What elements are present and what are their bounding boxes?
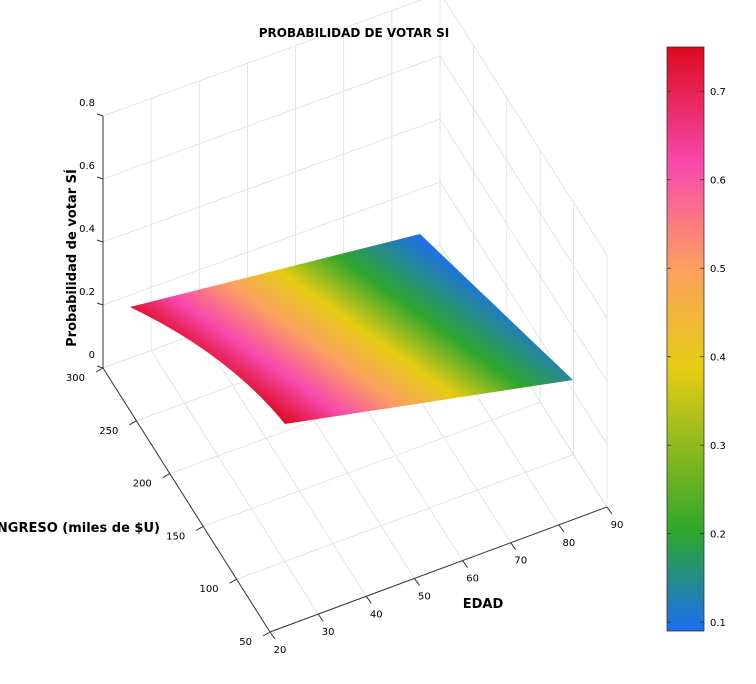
colorbar-scale: [666, 46, 705, 632]
x-axis-line: [269, 506, 608, 633]
y-tick-label: 50: [239, 637, 252, 648]
y-tick-mark: [195, 525, 204, 531]
z-tick-mark: [96, 365, 104, 369]
y-tick-mark: [262, 631, 271, 637]
z-tick-label: 0.6: [79, 161, 95, 172]
y-tick-mark: [95, 367, 104, 373]
x-tick-mark: [510, 542, 517, 551]
y-tick-label: 300: [66, 373, 85, 384]
wall-gridline-z: [443, 0, 608, 256]
x-tick-mark: [269, 631, 276, 640]
colorbar-tick-label: 0.7: [710, 87, 726, 98]
wall-gridline-z: [439, 118, 608, 382]
y-tick-mark: [229, 578, 237, 584]
x-tick-label: 60: [466, 574, 479, 585]
z-tick-label: 0.4: [79, 224, 95, 235]
wall-gridline-z: [102, 118, 441, 243]
y-axis-label: INGRESO (miles de $U): [0, 521, 160, 536]
x-tick-mark: [365, 595, 372, 604]
chart-title: PROBABILIDAD DE VOTAR SI: [259, 26, 449, 40]
x-tick-label: 70: [514, 556, 527, 567]
y-tick-mark: [162, 473, 171, 479]
colorbar-tick-label: 0.5: [710, 264, 726, 275]
floor-gridline-x: [150, 350, 319, 615]
floor-gridline-y: [236, 454, 574, 580]
y-axis-line: [102, 367, 271, 633]
x-tick-mark: [606, 506, 613, 515]
x-tick-mark: [317, 613, 324, 622]
axes: 20 30 40 50 60 70 80 90 50 100 150 200 250 300 0 0.2 0.4…: [66, 98, 623, 656]
colorbar-ticks: 0.1 0.2 0.3 0.4 0.5 0.6 0.7: [667, 87, 726, 629]
z-tick-mark: [96, 302, 104, 306]
y-tick-label: 100: [200, 584, 219, 595]
colorbar-tick-label: 0.1: [710, 618, 726, 629]
wall-gridline-z: [102, 0, 422, 117]
wall-gridline-z: [102, 55, 441, 180]
x-tick-label: 50: [418, 591, 431, 602]
x-tick-mark: [462, 560, 468, 568]
colorbar-tick-label: 0.2: [710, 530, 726, 541]
x-tick-label: 80: [562, 538, 575, 549]
colorbar-tick-label: 0.3: [710, 441, 726, 452]
wall-gridline-z: [102, 181, 441, 306]
floor-gridline-y: [203, 401, 541, 527]
x-tick-label: 20: [274, 645, 287, 656]
colorbar-tick-label: 0.6: [710, 176, 726, 187]
x-tick-label: 30: [322, 627, 335, 638]
z-tick-mark: [96, 176, 104, 180]
x-tick-label: 40: [370, 609, 383, 620]
floor-gridline-x: [198, 332, 367, 597]
wall-gridline-z: [439, 181, 608, 445]
x-tick-label: 90: [611, 520, 624, 531]
z-tick-label: 0.2: [79, 287, 95, 298]
probability-surface: [130, 234, 573, 424]
surface: [130, 234, 573, 424]
colorbar-tick-label: 0.4: [710, 353, 726, 364]
y-tick-label: 150: [166, 531, 185, 542]
wall-gridline-z: [439, 55, 608, 319]
z-tick-mark: [96, 113, 104, 117]
x-tick-mark: [414, 578, 420, 586]
z-axis-label: Probabilidad de votar SÍ: [64, 169, 80, 347]
colorbar: 0.1 0.2 0.3 0.4 0.5 0.6 0.7: [666, 46, 726, 632]
z-tick-label: 0: [89, 350, 95, 361]
z-tick-label: 0.8: [79, 98, 95, 109]
y-tick-label: 200: [133, 479, 152, 490]
x-axis-label: EDAD: [463, 597, 504, 612]
x-tick-mark: [558, 524, 565, 533]
y-tick-mark: [129, 420, 137, 426]
y-tick-label: 250: [99, 426, 118, 437]
z-tick-mark: [96, 239, 104, 243]
